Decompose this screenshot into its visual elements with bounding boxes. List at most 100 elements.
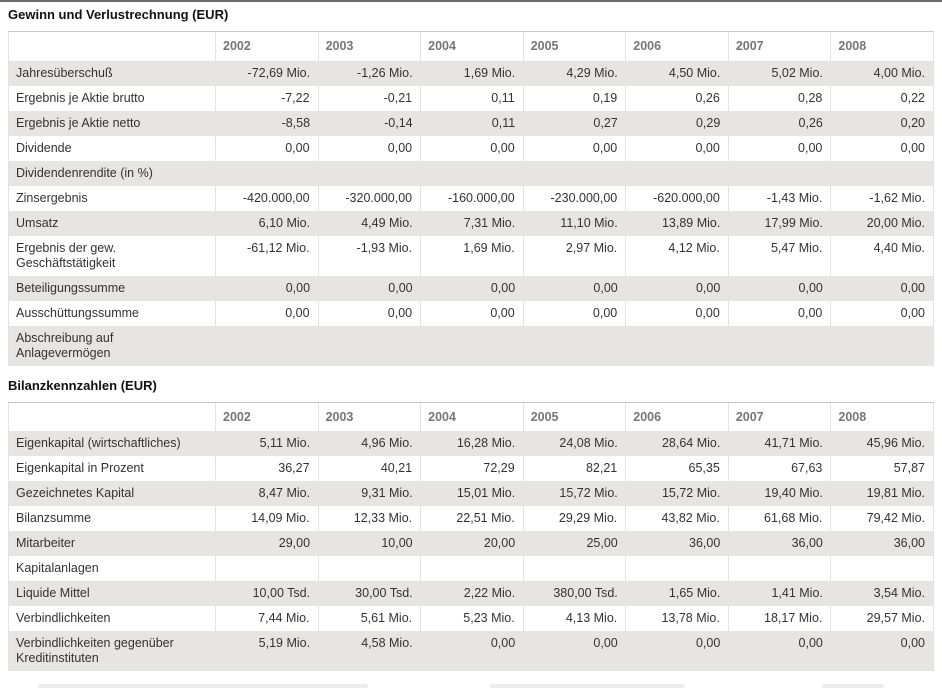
cell-value: 25,00	[523, 531, 626, 556]
cell-value: 19,40 Mio.	[728, 481, 831, 506]
row-label: Ergebnis je Aktie brutto	[8, 85, 216, 111]
row-label: Dividendenrendite (in %)	[8, 160, 216, 186]
cell-value: 4,58 Mio.	[318, 631, 421, 671]
clipped-text-fragment	[822, 684, 884, 688]
cell-value: 15,72 Mio.	[625, 481, 729, 506]
cell-value: -8,58	[215, 110, 319, 136]
cell-value: 7,31 Mio.	[420, 210, 524, 236]
cell-value	[727, 556, 831, 581]
cell-value: 79,42 Mio.	[830, 506, 934, 531]
cell-value	[523, 325, 626, 366]
table-row: Bilanzsumme 14,09 Mio. 12,33 Mio. 22,51 Mio…	[8, 506, 934, 531]
cell-value: 0,00	[625, 135, 729, 161]
table-row: Ergebnis der gew. Geschäftstätigkeit -61,…	[8, 235, 934, 276]
cell-value: 5,23 Mio.	[420, 606, 524, 631]
cell-value: 0,20	[830, 110, 934, 136]
cell-value: 0,28	[727, 85, 831, 111]
cell-value: 0,11	[420, 110, 524, 136]
table-row: Ergebnis je Aktie brutto -7,22 -0,21 0,11 0,…	[8, 85, 934, 111]
cell-value: 36,27	[215, 456, 319, 481]
cell-value: 0,00	[317, 135, 421, 161]
year-column-header: 2007	[727, 401, 831, 431]
table-row: Kapitalanlagen	[8, 556, 934, 581]
cell-value	[420, 160, 524, 186]
row-label: Bilanzsumme	[8, 506, 216, 531]
cell-value: 0,00	[522, 300, 626, 326]
year-column-header: 2006	[625, 31, 729, 61]
cell-value: 19,81 Mio.	[830, 481, 934, 506]
cell-value: 0,19	[522, 85, 626, 111]
cell-value: 5,19 Mio.	[215, 631, 319, 671]
cell-value: -0,21	[317, 85, 421, 111]
row-label: Umsatz	[8, 210, 216, 236]
cell-value: 30,00 Tsd.	[318, 581, 421, 606]
clipped-text-fragment	[38, 684, 368, 688]
year-column-header: 2008	[830, 31, 934, 61]
cell-value: 0,22	[830, 85, 934, 111]
cell-value: 10,00	[318, 531, 421, 556]
row-label: Abschreibung auf Anlagevermögen	[8, 325, 216, 366]
cell-value: 4,12 Mio.	[625, 235, 729, 276]
cell-value: 17,99 Mio.	[728, 210, 831, 236]
cell-value: 20,00 Mio.	[830, 210, 934, 236]
cell-value: 0,00	[523, 275, 626, 301]
cell-value: 2,22 Mio.	[420, 581, 524, 606]
row-label: Jahresüberschuß	[8, 60, 216, 86]
cell-value: 41,71 Mio.	[728, 431, 831, 456]
financials-page: Gewinn und Verlustrechnung (EUR) 2002 200…	[0, 2, 942, 671]
cell-value	[317, 556, 421, 581]
cell-value: 72,29	[420, 456, 524, 481]
table-row: Verbindlichkeiten gegenüber Kreditinstit…	[8, 631, 934, 671]
cell-value: 15,72 Mio.	[523, 481, 626, 506]
cell-value	[420, 325, 524, 366]
cell-value: -1,26 Mio.	[318, 60, 421, 86]
cell-value	[625, 556, 729, 581]
cell-value: 24,08 Mio.	[523, 431, 626, 456]
cell-value: 43,82 Mio.	[625, 506, 729, 531]
cell-value: 0,00	[830, 300, 934, 326]
cell-value: 0,00	[420, 275, 524, 301]
cell-value: -61,12 Mio.	[215, 235, 319, 276]
cell-value: 0,29	[625, 110, 729, 136]
cell-value	[830, 556, 934, 581]
cell-value: 28,64 Mio.	[625, 431, 729, 456]
clipped-text-fragment	[490, 684, 685, 688]
table-row: Mitarbeiter 29,00 10,00 20,00 25,00 36,00 36,0…	[8, 531, 934, 556]
cell-value: 20,00	[420, 531, 524, 556]
table-row: Verbindlichkeiten 7,44 Mio. 5,61 Mio. 5,23 …	[8, 606, 934, 631]
cell-value: 82,21	[522, 456, 626, 481]
cell-value: 1,41 Mio.	[728, 581, 831, 606]
cell-value: 0,00	[523, 631, 626, 671]
cell-value: 380,00 Tsd.	[523, 581, 626, 606]
table-row: Zinsergebnis -420.000,00 -320.000,00 -160.0…	[8, 185, 934, 211]
row-label: Gezeichnetes Kapital	[8, 481, 216, 506]
row-label: Eigenkapital in Prozent	[8, 456, 216, 481]
row-label: Mitarbeiter	[8, 531, 216, 556]
profit-loss-table: 2002 2003 2004 2005 2006 2007 2008 Jahresübersc…	[8, 31, 934, 366]
cell-value: -72,69 Mio.	[215, 60, 319, 86]
cell-value	[522, 556, 626, 581]
row-label: Kapitalanlagen	[8, 556, 216, 581]
cell-value: 22,51 Mio.	[420, 506, 524, 531]
cell-value: 0,00	[420, 300, 524, 326]
year-header-row: 2002 2003 2004 2005 2006 2007 2008	[8, 401, 934, 431]
cell-value: -230.000,00	[522, 185, 626, 211]
cell-value: -420.000,00	[215, 185, 319, 211]
corner-cell	[8, 401, 216, 431]
year-column-header: 2004	[420, 31, 524, 61]
cell-value: 36,00	[728, 531, 831, 556]
cell-value: 45,96 Mio.	[830, 431, 934, 456]
table-row: Eigenkapital (wirtschaftliches) 5,11 Mio.…	[8, 431, 934, 456]
cell-value: 4,00 Mio.	[830, 60, 934, 86]
cell-value: 7,44 Mio.	[215, 606, 319, 631]
cell-value: 29,57 Mio.	[830, 606, 934, 631]
cell-value: 4,49 Mio.	[318, 210, 421, 236]
row-label: Eigenkapital (wirtschaftliches)	[8, 431, 216, 456]
table-row: Ausschüttungssumme 0,00 0,00 0,00 0,00 0,00 0,…	[8, 300, 934, 326]
year-column-header: 2004	[420, 401, 524, 431]
cell-value: 4,96 Mio.	[318, 431, 421, 456]
cell-value: -1,43 Mio.	[727, 185, 831, 211]
table-row: Umsatz 6,10 Mio. 4,49 Mio. 7,31 Mio. 11,10 M…	[8, 210, 934, 236]
cell-value: 14,09 Mio.	[215, 506, 319, 531]
cell-value: -0,14	[318, 110, 421, 136]
